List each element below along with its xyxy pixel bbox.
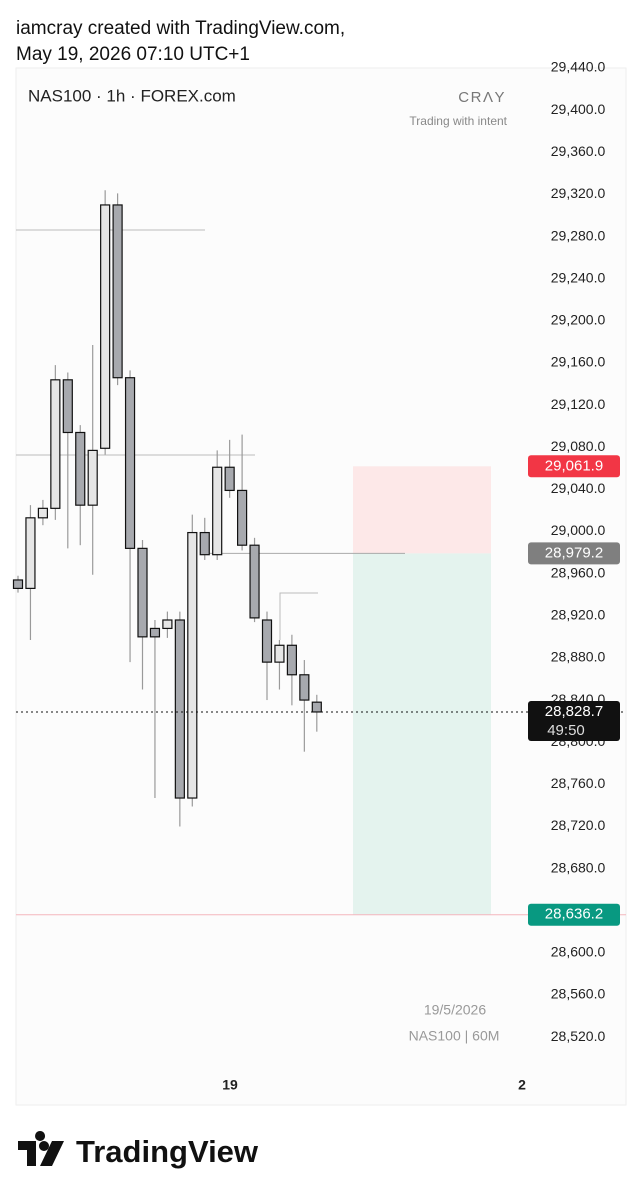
countdown: 49:50 — [547, 722, 585, 739]
candle-body — [37, 507, 49, 519]
candle-body — [187, 531, 198, 799]
price-tag-label: 28,828.7 — [545, 703, 603, 720]
brand: TradingView — [76, 1134, 259, 1169]
watermark-tagline: Trading with intent — [409, 114, 507, 128]
candle-body — [162, 619, 173, 630]
chart-title: NAS100 · 1h · FOREX.com — [28, 86, 236, 105]
watermark: CRΛY — [458, 89, 506, 106]
candle-body — [199, 531, 210, 556]
brand-logo: TradingView — [18, 1131, 259, 1169]
y-tick-label: 29,200.0 — [551, 312, 606, 328]
y-tick-label: 29,160.0 — [551, 354, 606, 370]
y-tick-label: 29,240.0 — [551, 269, 606, 285]
y-tick-label: 28,760.0 — [551, 775, 606, 791]
drawn-line — [279, 592, 318, 640]
price-tag-label: 29,061.9 — [545, 457, 603, 474]
candle-body — [274, 644, 285, 663]
candle-body — [100, 204, 111, 449]
y-tick-label: 29,120.0 — [551, 396, 606, 412]
candle-body — [261, 619, 273, 663]
plot-area — [12, 190, 626, 916]
candle-body — [25, 517, 36, 589]
candle-body — [75, 431, 86, 506]
candle-body — [174, 619, 185, 799]
y-tick-label: 29,080.0 — [551, 438, 606, 454]
candle-body — [87, 449, 98, 506]
candle-body — [112, 204, 123, 379]
candle-body — [299, 674, 310, 701]
y-tick-label: 29,000.0 — [551, 522, 606, 538]
y-tick-label: 29,320.0 — [551, 185, 606, 201]
candle-body — [62, 379, 73, 434]
candle-body — [137, 547, 148, 638]
x-tick-label: 2 — [518, 1077, 526, 1093]
candle-body — [311, 701, 322, 713]
candle-body — [212, 466, 223, 556]
price-tag — [528, 903, 620, 926]
candle-body — [124, 377, 136, 549]
stop-zone — [353, 466, 491, 554]
y-tick-label: 28,560.0 — [551, 986, 606, 1002]
candle-body — [286, 644, 297, 676]
y-tick-label: 28,960.0 — [551, 564, 606, 580]
y-tick-label: 29,280.0 — [551, 227, 606, 243]
candle-body — [149, 627, 161, 638]
candle-body — [249, 544, 260, 619]
y-tick-label: 28,600.0 — [551, 944, 606, 960]
y-tick-label: 29,440.0 — [551, 59, 606, 75]
y-tick-label: 29,400.0 — [551, 101, 606, 117]
footnote: NAS100 | 60M — [409, 1028, 500, 1044]
footnote: 19/5/2026 — [424, 1002, 486, 1018]
x-tick-label: 19 — [222, 1077, 238, 1093]
candle-body — [50, 379, 61, 509]
target-zone — [353, 553, 491, 915]
y-tick-label: 29,360.0 — [551, 143, 606, 159]
price-tag — [528, 700, 620, 741]
y-tick-label: 28,920.0 — [551, 606, 606, 622]
candle-body — [12, 579, 24, 589]
price-tag — [528, 542, 620, 565]
candle-body — [224, 466, 235, 492]
y-tick-label: 28,880.0 — [551, 649, 606, 665]
price-tag — [528, 455, 620, 478]
candle-body — [237, 489, 248, 546]
y-tick-label: 28,680.0 — [551, 859, 606, 875]
y-tick-label: 28,720.0 — [551, 817, 606, 833]
y-tick-label: 29,040.0 — [551, 480, 606, 496]
price-tag-label: 28,636.2 — [545, 906, 603, 923]
header-line: iamcray created with TradingView.com, — [16, 18, 345, 39]
price-tag-label: 28,979.2 — [545, 544, 603, 561]
header-line: May 19, 2026 07:10 UTC+1 — [16, 44, 250, 65]
y-tick-label: 28,520.0 — [551, 1028, 606, 1044]
